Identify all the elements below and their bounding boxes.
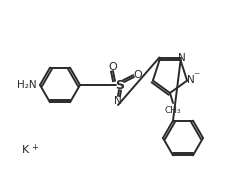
Text: ⁻: ⁻ — [193, 70, 199, 83]
Text: K: K — [22, 145, 29, 155]
Text: N: N — [178, 53, 185, 63]
Text: CH₃: CH₃ — [165, 106, 181, 115]
Text: H₂N: H₂N — [17, 80, 37, 90]
Text: O: O — [134, 70, 142, 80]
Text: +: + — [31, 143, 38, 152]
Text: O: O — [109, 62, 117, 72]
Text: N: N — [187, 75, 195, 85]
Text: S: S — [115, 78, 124, 91]
Text: N: N — [114, 96, 122, 106]
